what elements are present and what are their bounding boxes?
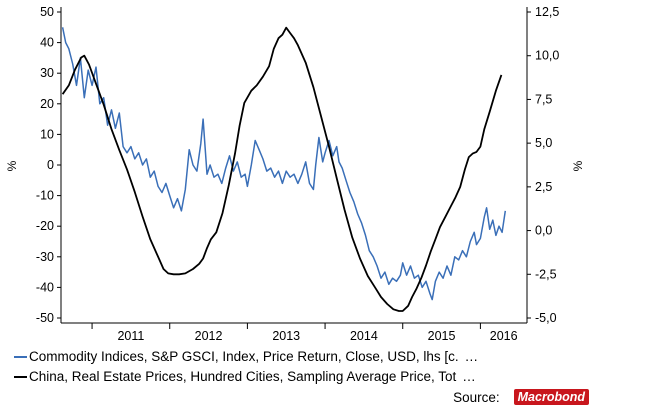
left-tick-label: -10 — [36, 189, 54, 203]
legend-more-china-real-estate: … — [462, 369, 476, 384]
chart: 50 40 30 20 10 0 -10 -20 -30 -40 -50 12,5 10,0 7,5 5,… — [5, 5, 585, 343]
left-tick-label: 30 — [40, 66, 54, 80]
x-tick-label: 2013 — [272, 329, 300, 343]
right-tick-label: 7,5 — [535, 92, 552, 106]
left-tick-label: 0 — [47, 158, 54, 172]
legend-label-china-real-estate: China, Real Estate Prices, Hundred Citie… — [29, 369, 457, 384]
left-tick-label: -20 — [36, 219, 54, 233]
series-layer — [61, 26, 507, 312]
left-tick-label: -40 — [36, 280, 54, 294]
source-line: Source: Macrobond — [453, 389, 589, 405]
left-tick-label: -50 — [36, 311, 54, 325]
legend-item-china-real-estate: China, Real Estate Prices, Hundred Citie… — [14, 369, 476, 384]
right-tick-label: -2,5 — [535, 267, 557, 281]
right-tick-label: 12,5 — [535, 5, 559, 19]
x-tick-label: 2015 — [428, 329, 456, 343]
left-tick-label: 40 — [40, 36, 54, 50]
x-tick-label: 2016 — [490, 329, 518, 343]
left-axis-title: % — [5, 160, 19, 171]
left-tick-label: 20 — [40, 97, 54, 111]
legend-swatch-china-real-estate — [14, 375, 27, 378]
left-tick-label: 10 — [40, 127, 54, 141]
right-tick-label: 2,5 — [535, 180, 552, 194]
right-tick-label: -5,0 — [535, 311, 557, 325]
x-tick-label: 2012 — [195, 329, 223, 343]
legend-swatch-commodity — [14, 355, 27, 358]
right-axis-ticks: 12,5 10,0 7,5 5,0 2,5 0,0 -2,5 -5,0 — [527, 5, 559, 325]
right-tick-label: 10,0 — [535, 49, 559, 63]
left-axis-ticks: 50 40 30 20 10 0 -10 -20 -30 -40 -50 — [36, 5, 61, 325]
left-tick-label: 50 — [40, 5, 54, 19]
x-axis-ticks: 2011 2012 2013 2014 2015 2016 — [91, 323, 518, 343]
series-line-china-real-estate — [61, 26, 503, 312]
legend-label-commodity: Commodity Indices, S&P GSCI, Index, Pric… — [29, 349, 459, 364]
left-tick-label: -30 — [36, 250, 54, 264]
right-tick-label: 5,0 — [535, 136, 552, 150]
series-line-commodity — [61, 27, 507, 301]
legend-item-commodity: Commodity Indices, S&P GSCI, Index, Pric… — [14, 349, 478, 364]
right-tick-label: 0,0 — [535, 224, 552, 238]
x-tick-label: 2014 — [350, 329, 378, 343]
x-tick-label: 2011 — [117, 329, 144, 343]
legend-more-commodity: … — [464, 349, 479, 364]
source-label: Source: — [453, 389, 500, 405]
macrobond-logo: Macrobond — [513, 389, 589, 405]
right-axis-title: % — [571, 160, 585, 171]
